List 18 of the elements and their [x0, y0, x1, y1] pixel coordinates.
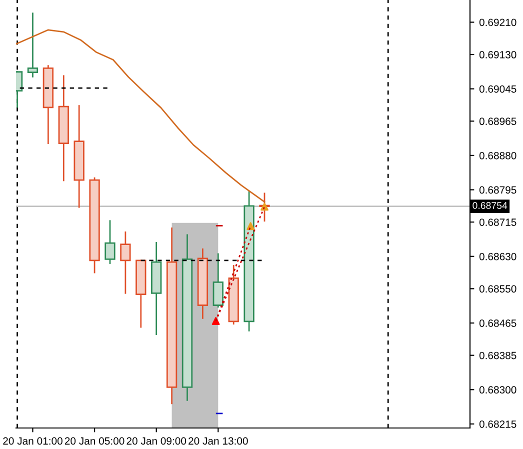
x-tick-label: 20 Jan 09:00: [126, 437, 186, 445]
x-tick-label: 20 Jan 13:00: [188, 437, 248, 445]
y-tick-label: 0.68630: [479, 252, 516, 260]
x-tick-label: 20 Jan 01:00: [3, 437, 62, 445]
y-tick-label: 0.68715: [479, 218, 516, 226]
y-tick-label: 0.69130: [479, 51, 516, 58]
y-tick-label: 0.68880: [479, 152, 516, 160]
y-tick-label: 0.68795: [479, 186, 516, 194]
y-tick-label: 0.68465: [479, 320, 516, 327]
y-tick-label: 0.68550: [479, 285, 516, 293]
ref-line-label: 0.68754: [472, 202, 508, 209]
x-tick-label: 20 Jan 05:00: [64, 437, 124, 445]
y-tick-label: 0.68385: [479, 352, 516, 360]
y-tick-label: 0.69045: [479, 85, 516, 93]
y-tick-label: 0.68300: [479, 386, 516, 394]
y-tick-label: 0.69210: [479, 18, 516, 26]
y-tick-label: 0.68215: [479, 420, 516, 428]
y-tick-label: 0.68965: [479, 118, 516, 126]
